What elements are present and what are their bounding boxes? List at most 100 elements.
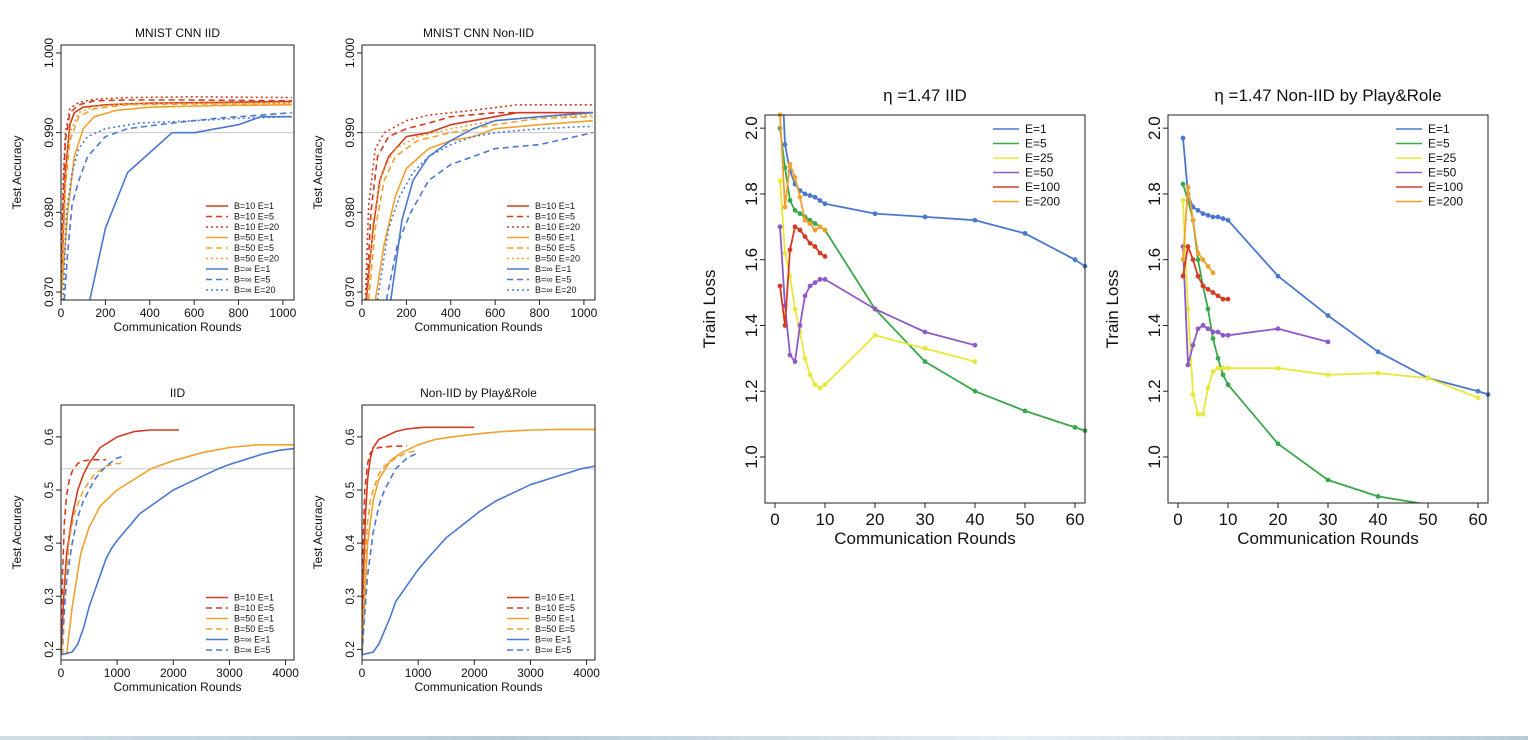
- series-line-3: [362, 449, 419, 655]
- data-point: [1190, 257, 1196, 263]
- data-point: [797, 323, 803, 328]
- y-axis-label: Test Accuracy: [311, 135, 325, 209]
- legend-label: B=10 E=1: [535, 201, 575, 211]
- series-line-0: [362, 426, 475, 655]
- y-tick-label: 0.980: [42, 197, 56, 227]
- data-point: [1475, 388, 1481, 394]
- data-point: [807, 193, 813, 198]
- series-line-0: [782, 115, 1085, 268]
- x-tick-label: 2000: [160, 666, 187, 680]
- data-point: [1215, 329, 1221, 335]
- y-axis-label: Test Accuracy: [10, 135, 24, 209]
- legend-label: B=10 E=5: [535, 603, 575, 613]
- x-tick-label: 4000: [573, 666, 600, 680]
- series-line-6: [390, 111, 593, 300]
- y-tick-label: 1.4: [1145, 314, 1164, 338]
- x-axis-label: Communication Rounds: [113, 680, 241, 694]
- x-tick-label: 50: [1016, 510, 1035, 529]
- data-point: [802, 355, 808, 361]
- x-tick-label: 60: [1469, 510, 1488, 529]
- data-point: [1185, 244, 1191, 249]
- series-line-4: [779, 225, 826, 327]
- chart-title: η =1.47 Non-IID by Play&Role: [1214, 86, 1441, 105]
- x-tick-label: 60: [1066, 510, 1085, 529]
- data-point: [1200, 323, 1206, 328]
- data-point: [1325, 372, 1331, 378]
- y-tick-label: 0.970: [343, 277, 357, 307]
- series-line-3: [374, 119, 593, 300]
- x-tick-label: 10: [816, 510, 835, 529]
- y-tick-label: 1.2: [742, 379, 761, 403]
- data-point: [822, 277, 828, 282]
- series-line-1: [1182, 183, 1424, 503]
- data-point: [1185, 362, 1191, 368]
- series-line-1: [779, 128, 1085, 432]
- legend-label: B=50 E=5: [234, 243, 274, 253]
- data-point: [1205, 263, 1211, 269]
- series-line-0: [1182, 137, 1488, 396]
- series-line-6: [89, 115, 292, 300]
- data-point: [797, 194, 803, 200]
- x-tick-label: 800: [530, 306, 550, 320]
- series-line-7: [63, 111, 292, 300]
- x-axis-label: Communication Rounds: [1237, 529, 1418, 548]
- legend-label: E=25: [1428, 151, 1457, 165]
- data-point: [802, 293, 808, 299]
- data-point: [792, 175, 798, 180]
- chart-title: MNIST CNN Non-IID: [423, 26, 534, 40]
- data-point: [797, 211, 803, 217]
- data-point: [792, 207, 798, 213]
- y-tick-label: 0.4: [42, 534, 56, 551]
- legend-label: B=50 E=5: [535, 243, 575, 253]
- data-point: [1275, 273, 1281, 279]
- data-point: [1275, 365, 1281, 371]
- x-tick-label: 3000: [517, 666, 544, 680]
- data-point: [1225, 382, 1231, 388]
- legend-label: B=∞ E=1: [535, 264, 571, 274]
- legend-label: B=∞ E=5: [535, 275, 571, 285]
- legend-label: B=∞ E=5: [535, 645, 571, 655]
- x-tick-label: 10: [1219, 510, 1238, 529]
- y-tick-label: 0.6: [42, 428, 56, 445]
- data-point: [972, 217, 978, 223]
- data-point: [1195, 250, 1201, 256]
- x-tick-label: 1000: [405, 666, 432, 680]
- data-point: [922, 359, 928, 365]
- legend-label: B=10 E=5: [234, 603, 274, 613]
- data-point: [817, 198, 823, 203]
- data-point: [972, 342, 978, 348]
- y-tick-label: 0.2: [343, 641, 357, 658]
- chart-mnist-noniid: MNIST CNN Non-IID 0 200 400 600 800 1000 0.970 0…: [311, 26, 598, 334]
- series-line-2: [362, 428, 595, 655]
- data-point: [812, 221, 818, 226]
- data-point: [797, 227, 803, 233]
- data-point: [1205, 326, 1211, 332]
- plot-frame: [361, 404, 596, 661]
- series-line-7: [385, 131, 593, 300]
- data-point: [922, 214, 928, 220]
- x-axis-label: Communication Rounds: [113, 320, 241, 334]
- data-point: [1190, 217, 1196, 223]
- legend-label: E=200: [1428, 195, 1463, 209]
- data-point: [1220, 216, 1226, 221]
- legend-label: B=10 E=20: [234, 222, 279, 232]
- y-tick-label: 1.8: [1145, 182, 1164, 206]
- series-line-4: [1182, 245, 1228, 301]
- data-point: [1205, 286, 1211, 292]
- data-point: [1220, 365, 1226, 371]
- chart-loss-iid: η =1.47 IID 0 10 20 30 40 50 60 1.0 1.2 1.4 1.6 1.8 2…: [700, 86, 1088, 548]
- series-line-0: [61, 429, 179, 655]
- legend-label: E=100: [1428, 180, 1463, 194]
- data-point: [872, 306, 878, 312]
- data-point: [1210, 214, 1216, 220]
- data-point: [792, 224, 798, 230]
- data-point: [1072, 257, 1078, 263]
- data-point: [1210, 329, 1216, 335]
- data-point: [807, 283, 813, 289]
- data-point: [812, 194, 818, 200]
- data-point: [972, 359, 978, 365]
- data-point: [1195, 257, 1201, 263]
- x-tick-label: 1000: [270, 306, 297, 320]
- chart-title: Non-IID by Play&Role: [420, 386, 537, 400]
- y-tick-label: 2.0: [1145, 116, 1164, 140]
